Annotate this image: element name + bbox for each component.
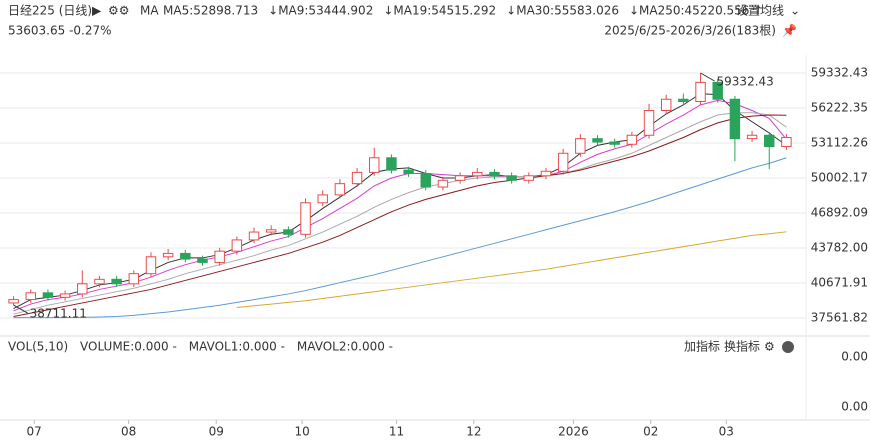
candle-body — [77, 283, 88, 295]
candle-body — [626, 134, 638, 145]
candle-body — [317, 194, 328, 204]
settings-icon[interactable]: ⚙⚙ — [108, 4, 130, 18]
x-tick-label: 11 — [389, 425, 404, 439]
candle-body — [523, 175, 535, 181]
candle-body — [540, 170, 552, 177]
switch-indicator[interactable]: 换指标 — [724, 339, 760, 354]
candle-body — [575, 138, 586, 154]
candle-body — [214, 250, 225, 263]
candle-body — [180, 252, 191, 260]
candle-body — [764, 134, 775, 148]
candle-body — [351, 171, 363, 185]
volume-legend: MAVOL2:0.000 - — [297, 340, 393, 354]
candle-body — [283, 229, 294, 235]
x-tick-label: 08 — [121, 425, 136, 439]
candle-body — [265, 229, 277, 233]
candle-body — [162, 252, 174, 258]
candle-body — [454, 175, 466, 181]
x-tick-label: 2026 — [558, 425, 589, 439]
candle-body — [695, 81, 706, 103]
volume-title: VOL(5,10) — [8, 340, 68, 354]
candle-body — [42, 292, 54, 298]
y-tick-label: 59332.43 — [811, 66, 868, 80]
candle-body — [437, 179, 449, 188]
candle-body — [557, 152, 569, 172]
candle-body — [420, 173, 431, 188]
candle-body — [59, 293, 71, 298]
y-tick-label: 56222.35 — [811, 101, 868, 115]
ma-line — [13, 157, 787, 319]
y-tick-label: 50002.17 — [811, 171, 868, 185]
candle-body — [94, 278, 105, 285]
ma-line — [13, 93, 787, 310]
x-tick-label: 10 — [294, 425, 309, 439]
x-tick-label: 09 — [209, 425, 224, 439]
x-tick-label: 12 — [466, 425, 481, 439]
annotation-line — [700, 72, 715, 82]
legend-item: ↓MA250:45220.556 ↑ — [629, 4, 763, 18]
play-icon[interactable]: ▶ — [92, 4, 102, 18]
legend-item: ↓MA30:55583.026 — [506, 4, 619, 18]
candle-body — [231, 239, 243, 252]
candle-body — [472, 171, 483, 177]
y-tick-label: 43782.00 — [811, 241, 868, 255]
annotation: 59332.43 — [717, 75, 774, 89]
candle-body — [386, 157, 397, 171]
annotation-line — [13, 304, 28, 314]
candle-body — [712, 81, 723, 100]
x-tick-label: 03 — [719, 425, 734, 439]
candle-body — [111, 278, 122, 285]
dropdown-icon[interactable]: ⌄ — [790, 4, 800, 18]
candle-body — [334, 183, 346, 196]
chart-title: 日经225 (日线) — [8, 4, 92, 18]
candle-body — [25, 292, 36, 301]
candle-body — [8, 299, 19, 304]
candle-body — [592, 138, 603, 143]
x-tick-label: 07 — [27, 425, 42, 439]
candle-body — [248, 231, 260, 241]
candle-body — [197, 258, 208, 263]
candle-body — [489, 171, 500, 177]
legend-item: MA5:52898.713 — [163, 4, 258, 18]
ma-line — [13, 114, 787, 317]
settings-button[interactable]: 设置均线 — [736, 4, 784, 18]
candle-body — [145, 256, 157, 275]
candle-body — [609, 141, 620, 145]
legend-item: ↓MA9:53444.902 — [268, 4, 373, 18]
candle-body — [300, 202, 311, 235]
candle-body — [729, 98, 741, 140]
candle-body — [746, 134, 758, 140]
volume-legend: VOLUME:0.000 - — [80, 340, 177, 354]
candle-body — [678, 98, 689, 103]
x-tick-label: 02 — [643, 425, 658, 439]
ma-line — [13, 112, 787, 315]
volume-axis-label: 0.00 — [841, 350, 868, 364]
y-tick-label: 37561.82 — [811, 311, 868, 325]
gear-icon[interactable]: ⚙ — [764, 340, 775, 354]
candle-body — [403, 169, 414, 175]
candle-body — [369, 157, 380, 173]
close-icon[interactable] — [782, 341, 794, 353]
candle-body — [781, 136, 792, 148]
y-tick-label: 46892.09 — [811, 206, 868, 220]
pin-icon[interactable]: 📌 — [782, 23, 797, 38]
annotation: 38711.11 — [30, 307, 87, 321]
ma-line — [13, 99, 787, 312]
ma-label: MA — [140, 4, 159, 18]
volume-axis-label: 0.00 — [841, 400, 868, 414]
range-label: 2025/6/25-2026/3/26(183根) — [604, 24, 776, 38]
candle-body — [660, 98, 672, 112]
candle-body — [506, 175, 517, 181]
candle-body — [643, 110, 655, 136]
ma-line — [236, 231, 787, 308]
volume-legend: MAVOL1:0.000 - — [189, 340, 285, 354]
price-info: 53603.65 -0.27% — [8, 24, 112, 38]
legend-item: ↓MA19:54515.292 — [383, 4, 496, 18]
y-tick-label: 53112.26 — [811, 136, 868, 150]
candle-body — [128, 273, 140, 285]
y-tick-label: 40671.91 — [811, 276, 868, 290]
add-indicator[interactable]: 加指标 — [684, 339, 720, 354]
